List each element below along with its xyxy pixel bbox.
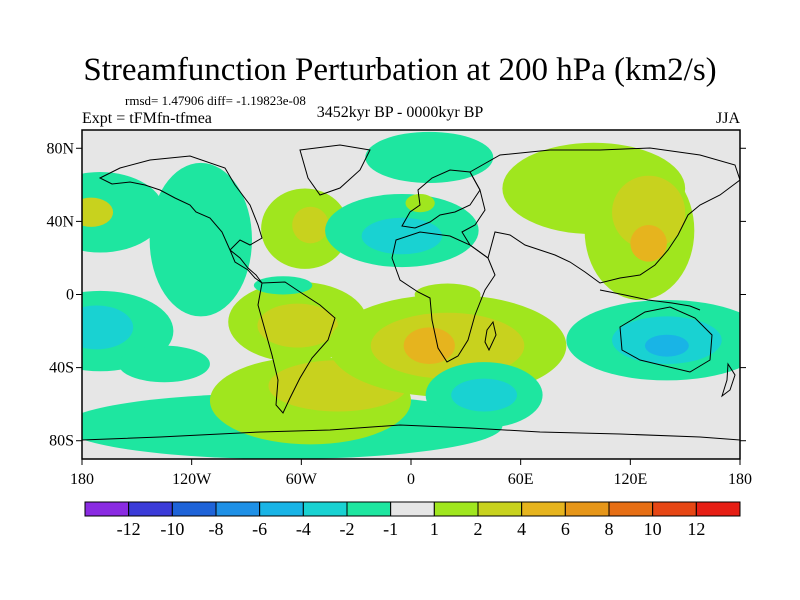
colorbar-label: -4: [296, 519, 311, 539]
lon-tick-label: 60E: [508, 471, 534, 488]
lat-tick-label: 40N: [46, 213, 74, 230]
coast-antarctica: [82, 424, 740, 441]
coast-indonesia: [599, 289, 701, 311]
colorbar-label: -8: [209, 519, 224, 539]
colorbar-swatch: [259, 501, 304, 517]
period-label: 3452kyr BP - 0000kyr BP: [316, 104, 484, 121]
colorbar-swatch: [433, 501, 479, 517]
season-label: JJA: [715, 110, 740, 127]
contour-region: [361, 217, 443, 255]
colorbar-swatch: [346, 501, 392, 517]
colorbar-label: 4: [517, 519, 526, 539]
contour-region: [149, 162, 252, 317]
lat-tick-label: 80N: [46, 140, 74, 157]
colorbar-label: 6: [561, 519, 570, 539]
colorbar-label: 10: [644, 519, 662, 539]
colorbar-label: -12: [117, 519, 141, 539]
lon-tick-label: 60W: [286, 471, 318, 488]
lon-tick-label: 120E: [613, 471, 647, 488]
contour-region: [630, 225, 667, 262]
contour-region: [118, 345, 210, 383]
colorbar-swatch: [477, 501, 523, 517]
coast-north-america: [98, 155, 263, 284]
colorbar-swatch: [608, 501, 654, 517]
coast-south-america: [257, 281, 336, 414]
colorbar-swatch: [695, 501, 741, 517]
coast-new-zealand: [721, 362, 736, 398]
contour-region: [253, 276, 313, 295]
lat-tick-label: 40S: [49, 360, 74, 377]
contour-region: [257, 303, 338, 348]
lon-tick-label: 120W: [172, 471, 212, 488]
coast-africa: [391, 231, 496, 363]
contour-region: [365, 131, 494, 184]
colorbar-label: -6: [252, 519, 267, 539]
longitude-axis: 180 120W 60W 0 60E 120E 180: [70, 459, 752, 488]
latitude-axis: 80N 40N 0 40S 80S: [46, 140, 746, 450]
map-title: Streamfunction Perturbation at 200 hPa (…: [83, 52, 717, 88]
coast-asia: [461, 147, 740, 284]
colorbar-swatch: [128, 501, 173, 517]
colorbar: -12 -10 -8 -6 -4 -2 -1 1 2 4 6 8 10 12: [84, 501, 741, 539]
contour-region: [292, 206, 329, 244]
colorbar-label: -1: [383, 519, 398, 539]
colorbar-label: 1: [430, 519, 439, 539]
contour-region: [403, 327, 455, 364]
colorbar-label: 12: [687, 519, 705, 539]
colorbar-swatch: [390, 501, 435, 517]
coast-australia: [619, 306, 713, 373]
contour-region: [82, 197, 114, 227]
colorbar-swatch: [84, 501, 130, 517]
contour-region: [451, 378, 518, 412]
lon-tick-label: 180: [728, 471, 752, 488]
colorbar-label: 8: [605, 519, 614, 539]
experiment-label: Expt = tFMfn-tfmea: [82, 110, 212, 127]
colorbar-swatch: [521, 501, 566, 517]
contour-region: [82, 305, 134, 350]
coast-greenland: [299, 144, 371, 196]
colorbar-swatch: [215, 501, 261, 517]
colorbar-label: 2: [474, 519, 483, 539]
lat-tick-label: 80S: [49, 433, 74, 450]
colorbar-swatch: [564, 501, 610, 517]
colorbar-swatch: [171, 501, 217, 517]
lat-tick-label: 0: [66, 287, 74, 304]
colorbar-swatch: [302, 501, 348, 517]
lon-tick-label: 180: [70, 471, 94, 488]
contour-region: [612, 175, 686, 249]
contour-region: [644, 334, 689, 357]
colorbar-label: -2: [340, 519, 355, 539]
lon-tick-label: 0: [407, 471, 415, 488]
colorbar-swatch: [652, 501, 697, 517]
coastlines: [82, 144, 740, 441]
stats-text: rmsd= 1.47906 diff= -1.19823e-08: [125, 93, 306, 108]
contour-region: [82, 172, 165, 253]
colorbar-label: -10: [160, 519, 184, 539]
coast-madagascar: [484, 320, 497, 352]
